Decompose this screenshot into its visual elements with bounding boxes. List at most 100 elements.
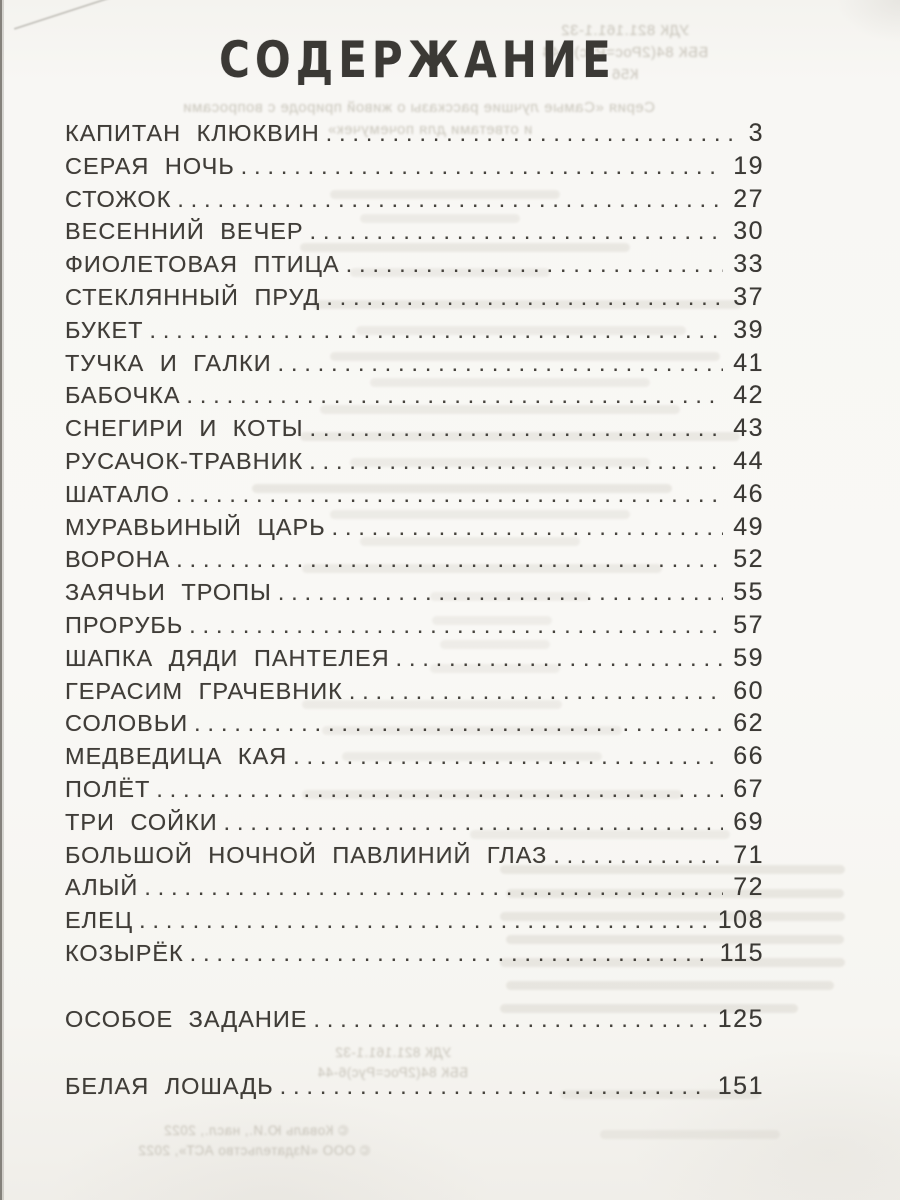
toc-entry: МУРАВЬИНЫЙ ЦАРЬ.........................…	[65, 513, 764, 546]
dot-leader: ........................................…	[194, 710, 723, 737]
toc-entry-title: БОЛЬШОЙ НОЧНОЙ ПАВЛИНИЙ ГЛАЗ	[65, 841, 548, 868]
toc-entry-title: ТУЧКА И ГАЛКИ	[65, 349, 272, 376]
toc-entry: СТЕКЛЯННЫЙ ПРУД.........................…	[65, 283, 764, 316]
dot-leader: ........................................…	[175, 480, 724, 507]
toc-entry-title: ТРИ СОЙКИ	[65, 808, 218, 835]
toc-entry-page: 55	[733, 578, 764, 607]
dot-leader: ........................................…	[553, 841, 723, 868]
bleedthrough-blur-line	[600, 1130, 780, 1139]
toc-entry-page: 52	[733, 545, 764, 574]
dot-leader: ........................................…	[223, 808, 724, 835]
toc-entry-title: ГЕРАСИМ ГРАЧЕВНИК	[65, 677, 343, 704]
toc-entry: СНЕГИРИ И КОТЫ..........................…	[65, 414, 764, 447]
dot-leader: ........................................…	[177, 185, 724, 212]
toc-entry: ЕЛЕЦ....................................…	[65, 906, 764, 939]
toc-entry-title: БЕЛАЯ ЛОШАДЬ	[65, 1072, 274, 1099]
toc-entry-page: 43	[733, 414, 764, 443]
toc-entry: ТРИ СОЙКИ...............................…	[65, 808, 764, 841]
toc-entry-title: ШАПКА ДЯДИ ПАНТЕЛЕЯ	[65, 644, 390, 671]
paper-crease	[13, 0, 153, 30]
dot-leader: ........................................…	[309, 218, 724, 245]
toc-entry: АЛЫЙ....................................…	[65, 873, 764, 906]
toc-entry: ПРОРУБЬ.................................…	[65, 611, 764, 644]
toc-entry-page: 57	[733, 610, 764, 639]
toc-entry: ТУЧКА И ГАЛКИ...........................…	[65, 349, 764, 382]
toc-entry-title: РУСАЧОК-ТРАВНИК	[65, 447, 304, 474]
toc-entry: ОСОБОЕ ЗАДАНИЕ..........................…	[65, 1005, 764, 1038]
bleedthrough-text-line: © ООО «Издательство АСТ», 2022	[137, 1142, 370, 1158]
toc-entry-title: ПРОРУБЬ	[65, 611, 184, 638]
dot-leader: ........................................…	[395, 644, 724, 671]
toc-entry: БУКЕТ...................................…	[65, 316, 764, 349]
toc-entry: КОЗЫРЁК.................................…	[65, 939, 764, 972]
scan-edge-line	[0, 0, 2, 1200]
toc-entry-page: 3	[748, 119, 764, 147]
dot-leader: ........................................…	[156, 775, 723, 802]
dot-leader: ........................................…	[186, 382, 724, 409]
scan-edge-shadow	[2, 0, 4, 1200]
toc-entry: МЕДВЕДИЦА КАЯ...........................…	[65, 742, 764, 775]
toc-entry-page: 71	[733, 840, 764, 869]
dot-leader: ........................................…	[144, 874, 723, 901]
toc-entry-page: 41	[733, 348, 764, 377]
toc-entry: БАБОЧКА.................................…	[65, 381, 764, 414]
toc-entry-title: КОЗЫРЁК	[65, 939, 184, 966]
toc-entry-page: 62	[733, 709, 764, 738]
toc-entry-page: 27	[733, 184, 764, 213]
toc-entry-title: СТОЖОК	[65, 185, 172, 212]
dot-leader: ........................................…	[189, 611, 723, 638]
toc-entry-title: МЕДВЕДИЦА КАЯ	[65, 743, 288, 770]
dot-leader: ........................................…	[277, 579, 723, 606]
toc-entry-page: 37	[733, 282, 764, 311]
toc-entry: РУСАЧОК-ТРАВНИК.........................…	[65, 447, 764, 480]
toc-entry-page: 42	[733, 381, 764, 410]
toc-entry: СОЛОВЬИ.................................…	[65, 709, 764, 742]
toc-entry-page: 33	[733, 250, 764, 279]
toc-entry: ГЕРАСИМ ГРАЧЕВНИК.......................…	[65, 677, 764, 710]
toc-entry: БОЛЬШОЙ НОЧНОЙ ПАВЛИНИЙ ГЛАЗ............…	[65, 841, 764, 874]
toc-group: БЕЛАЯ ЛОШАДЬ............................…	[65, 1072, 764, 1105]
dot-leader: ........................................…	[277, 349, 724, 376]
toc-entry: ФИОЛЕТОВАЯ ПТИЦА........................…	[65, 250, 764, 283]
toc-entry-title: СТЕКЛЯННЫЙ ПРУД	[65, 283, 321, 310]
dot-leader: ........................................…	[149, 316, 724, 343]
dot-leader: ........................................…	[189, 939, 710, 966]
toc-entry-page: 44	[733, 446, 764, 475]
toc-entry-title: БАБОЧКА	[65, 382, 181, 409]
toc-entry-title: ШАТАЛО	[65, 480, 170, 507]
toc-entry-page: 39	[733, 315, 764, 344]
toc-entry-title: ПОЛЁТ	[65, 775, 151, 802]
dot-leader: ........................................…	[348, 677, 724, 704]
table-of-contents: КАПИТАН КЛЮКВИН.........................…	[65, 119, 764, 1104]
dot-leader: ........................................…	[309, 447, 724, 474]
dot-leader: ........................................…	[293, 743, 723, 770]
bleedthrough-text-line: © Коваль Ю.И., насл., 2022	[163, 1123, 349, 1138]
dot-leader: ........................................…	[325, 120, 739, 146]
dot-leader: ........................................…	[240, 152, 723, 179]
toc-entry-title: МУРАВЬИНЫЙ ЦАРЬ	[65, 513, 326, 540]
bleedthrough-copyright: © Коваль Ю.И., насл., 2022 © ООО «Издател…	[137, 1121, 370, 1160]
toc-group: КАПИТАН КЛЮКВИН.........................…	[65, 119, 764, 972]
toc-entry-page: 108	[717, 906, 764, 935]
toc-entry-page: 115	[719, 938, 764, 967]
toc-entry: БЕЛАЯ ЛОШАДЬ............................…	[65, 1072, 764, 1105]
toc-entry-title: СЕРАЯ НОЧЬ	[65, 152, 235, 179]
toc-entry-title: ЗАЯЧЬИ ТРОПЫ	[65, 579, 272, 606]
toc-entry-page: 30	[733, 217, 764, 246]
dot-leader: ........................................…	[139, 907, 708, 934]
bleedthrough-text-line: Серия «Самые лучшие рассказы о живой при…	[182, 99, 655, 116]
toc-entry: ШАТАЛО..................................…	[65, 480, 764, 513]
dot-leader: ........................................…	[279, 1072, 708, 1099]
toc-entry-title: АЛЫЙ	[65, 874, 139, 901]
dot-leader: ........................................…	[313, 1005, 708, 1032]
page-title: СОДЕРЖАНИЕ	[219, 31, 616, 89]
toc-entry: ЗАЯЧЬИ ТРОПЫ............................…	[65, 578, 764, 611]
toc-entry-title: ФИОЛЕТОВАЯ ПТИЦА	[65, 251, 340, 278]
toc-entry: СЕРАЯ НОЧЬ..............................…	[65, 152, 764, 185]
dot-leader: ........................................…	[331, 513, 724, 540]
toc-entry-title: ОСОБОЕ ЗАДАНИЕ	[65, 1005, 308, 1032]
toc-group: ОСОБОЕ ЗАДАНИЕ..........................…	[65, 1005, 764, 1038]
toc-entry-title: СОЛОВЬИ	[65, 710, 189, 737]
toc-entry-title: СНЕГИРИ И КОТЫ	[65, 415, 304, 442]
toc-entry-page: 66	[733, 742, 764, 771]
